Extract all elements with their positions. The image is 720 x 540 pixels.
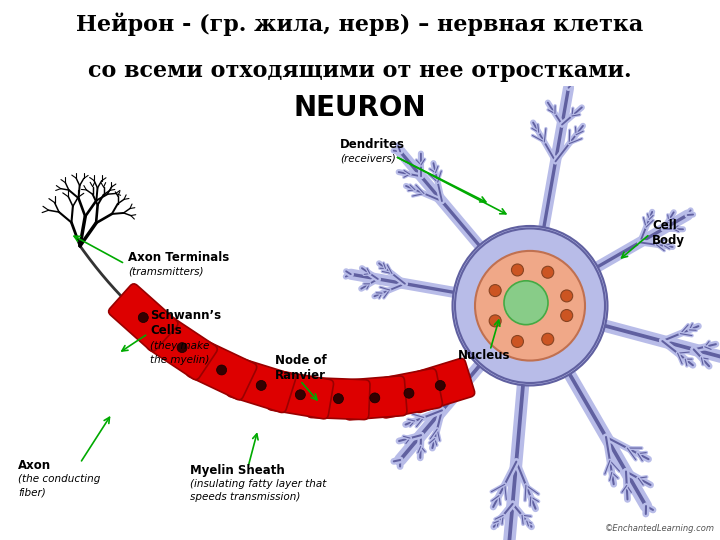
Text: Нейрон - (гр. жила, нерв) – нервная клетка: Нейрон - (гр. жила, нерв) – нервная клет…	[76, 12, 644, 36]
Text: the myelin): the myelin)	[150, 355, 210, 365]
FancyBboxPatch shape	[376, 369, 442, 418]
Text: Node of: Node of	[275, 354, 327, 367]
Text: NEURON: NEURON	[294, 94, 426, 123]
Text: speeds transmission): speeds transmission)	[190, 492, 300, 502]
FancyBboxPatch shape	[343, 376, 407, 420]
Text: (insulating fatty layer that: (insulating fatty layer that	[190, 479, 326, 489]
Circle shape	[489, 315, 501, 327]
Circle shape	[217, 365, 227, 375]
FancyBboxPatch shape	[109, 284, 178, 351]
Text: fiber): fiber)	[18, 487, 46, 497]
Circle shape	[436, 381, 445, 390]
Circle shape	[541, 333, 554, 345]
FancyBboxPatch shape	[406, 359, 474, 413]
Circle shape	[475, 251, 585, 361]
Circle shape	[404, 388, 414, 398]
Text: Cells: Cells	[150, 324, 181, 337]
Circle shape	[561, 290, 572, 302]
Circle shape	[511, 335, 523, 347]
Circle shape	[511, 264, 523, 276]
Text: ©EnchantedLearning.com: ©EnchantedLearning.com	[605, 524, 715, 533]
FancyBboxPatch shape	[267, 370, 333, 419]
Circle shape	[177, 342, 187, 353]
FancyBboxPatch shape	[186, 340, 257, 400]
Circle shape	[489, 285, 501, 296]
Circle shape	[333, 394, 343, 403]
Text: Axon Terminals: Axon Terminals	[128, 252, 229, 265]
Text: Body: Body	[652, 234, 685, 247]
Ellipse shape	[455, 228, 605, 383]
Circle shape	[541, 266, 554, 278]
Text: (tramsmitters): (tramsmitters)	[128, 267, 204, 277]
Text: Axon: Axon	[18, 459, 51, 472]
Text: со всеми отходящими от нее отростками.: со всеми отходящими от нее отростками.	[88, 60, 632, 82]
Text: (they make: (they make	[150, 341, 210, 350]
Circle shape	[370, 393, 380, 403]
FancyBboxPatch shape	[227, 359, 296, 413]
Text: Ranvier: Ranvier	[275, 369, 326, 382]
Text: Nucleus: Nucleus	[458, 349, 510, 362]
Circle shape	[561, 309, 572, 321]
Text: Schwann’s: Schwann’s	[150, 309, 221, 322]
FancyBboxPatch shape	[307, 377, 370, 420]
Circle shape	[504, 281, 548, 325]
FancyBboxPatch shape	[147, 315, 217, 380]
Text: Cell: Cell	[652, 219, 677, 232]
Text: Myelin Sheath: Myelin Sheath	[190, 464, 284, 477]
Text: (receivers): (receivers)	[340, 153, 396, 163]
Text: Dendrites: Dendrites	[340, 138, 405, 151]
Circle shape	[295, 390, 305, 400]
Ellipse shape	[452, 226, 608, 386]
Circle shape	[138, 313, 148, 322]
Text: (the conducting: (the conducting	[18, 474, 100, 484]
Circle shape	[256, 381, 266, 390]
